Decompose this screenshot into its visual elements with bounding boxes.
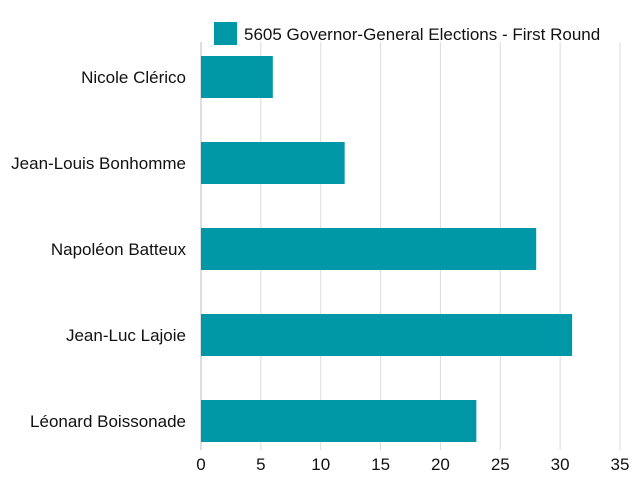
category-label: Nicole Clérico <box>81 68 186 87</box>
bar <box>201 142 345 184</box>
bar <box>201 400 477 442</box>
legend-label: 5605 Governor-General Elections - First … <box>244 25 600 44</box>
x-tick-label: 25 <box>491 455 510 474</box>
legend-swatch <box>214 22 237 45</box>
x-tick-label: 10 <box>311 455 330 474</box>
bars <box>201 56 573 442</box>
x-tick-label: 35 <box>611 455 630 474</box>
bar <box>201 228 537 270</box>
category-label: Jean-Louis Bonhomme <box>11 154 186 173</box>
category-labels: Nicole Clérico Jean-Louis Bonhomme Napoléo… <box>11 68 186 431</box>
category-label: Napoléon Batteux <box>51 240 187 259</box>
x-tick-label: 0 <box>196 455 205 474</box>
x-tick-label: 30 <box>551 455 570 474</box>
bar <box>201 56 273 98</box>
x-axis-ticks: 0 5 10 15 20 25 30 35 <box>196 455 629 474</box>
category-label: Jean-Luc Lajoie <box>66 326 186 345</box>
x-tick-label: 20 <box>431 455 450 474</box>
legend: 5605 Governor-General Elections - First … <box>214 22 600 45</box>
x-tick-label: 15 <box>371 455 390 474</box>
bar <box>201 314 573 356</box>
category-label: Léonard Boissonade <box>30 412 186 431</box>
x-tick-label: 5 <box>256 455 265 474</box>
